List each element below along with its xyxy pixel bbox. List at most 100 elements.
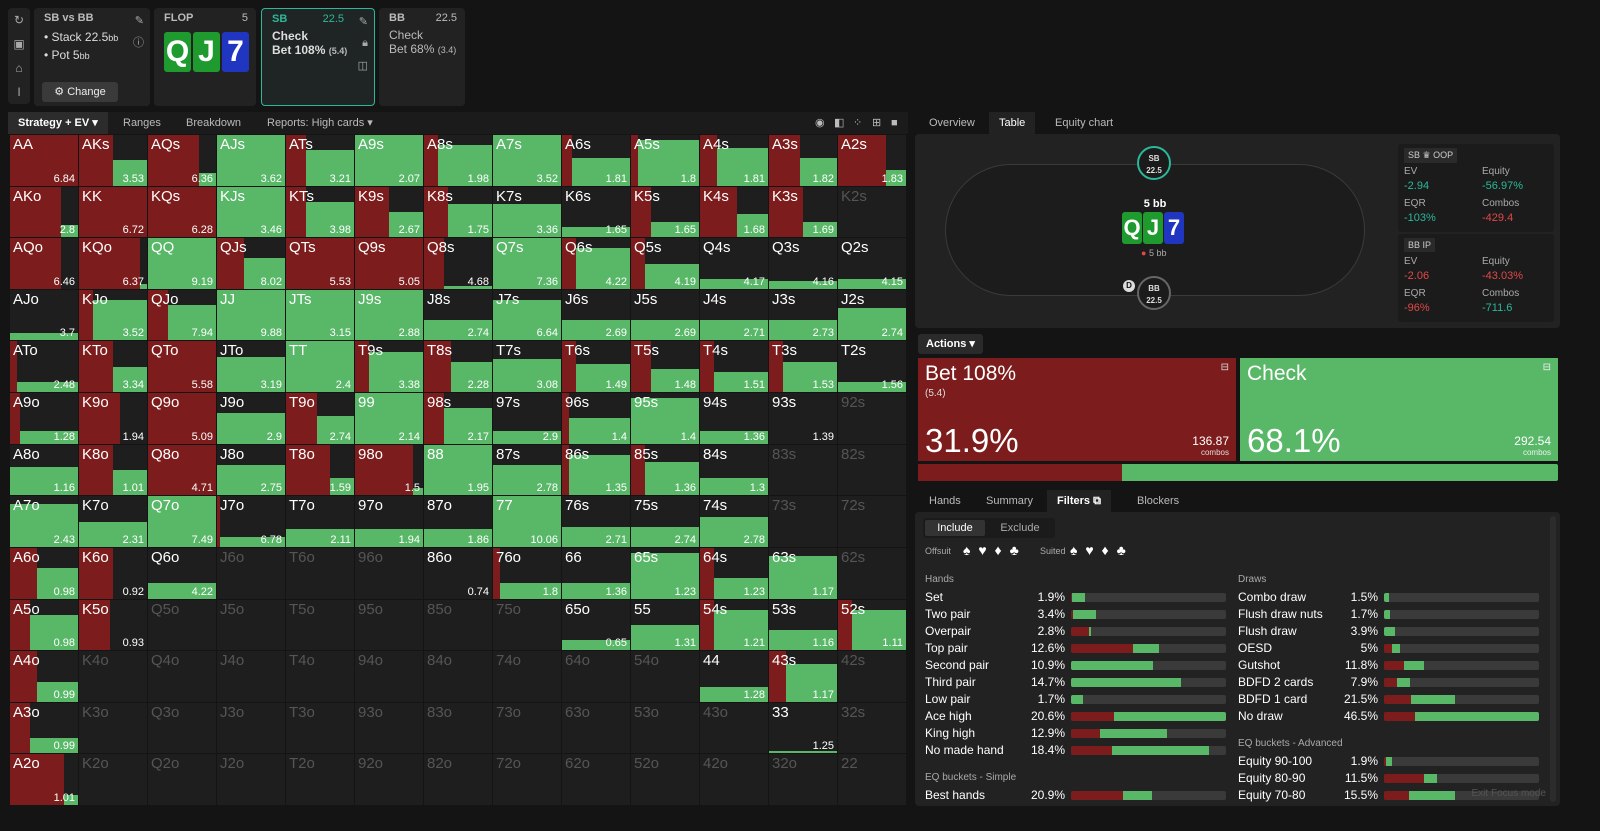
- hand-cell[interactable]: Q9o 5.09: [147, 392, 217, 445]
- filter-row[interactable]: Third pair 14.7%: [925, 675, 1226, 691]
- hand-cell[interactable]: 64s 1.23: [699, 546, 769, 600]
- hand-cell[interactable]: 63s 1.17: [768, 546, 838, 600]
- tab-reports[interactable]: Reports: High cards ▾: [267, 117, 373, 129]
- hand-cell[interactable]: 84o: [423, 650, 493, 703]
- save-icon[interactable]: ▣: [13, 37, 25, 51]
- filter-row[interactable]: Flush draw 3.9%: [1238, 624, 1539, 640]
- hand-cell[interactable]: JJ 9.88: [216, 288, 286, 342]
- hand-cell[interactable]: KK 6.72: [78, 185, 148, 239]
- hand-cell[interactable]: 96s 1.4: [561, 392, 631, 445]
- hand-cell[interactable]: 82s: [837, 443, 907, 497]
- hand-cell[interactable]: T8o 1.59: [285, 443, 355, 497]
- hand-cell[interactable]: AQs 6.36: [147, 134, 217, 187]
- hand-cell[interactable]: 43o: [699, 701, 769, 755]
- hand-cell[interactable]: 22: [837, 753, 907, 806]
- view-icon-3[interactable]: ⁘: [853, 117, 863, 129]
- hand-cell[interactable]: K9s 2.67: [354, 185, 424, 239]
- filter-row[interactable]: Low pair 1.7%: [925, 692, 1226, 708]
- hand-cell[interactable]: A7o 2.43: [9, 495, 79, 548]
- view-icon-4[interactable]: ⊞: [872, 117, 882, 129]
- hand-cell[interactable]: 92s: [837, 392, 907, 445]
- hand-cell[interactable]: 95o: [354, 598, 424, 652]
- hand-cell[interactable]: 74o: [492, 650, 562, 703]
- hand-cell[interactable]: 65s 1.23: [630, 546, 700, 600]
- hand-cell[interactable]: 75o: [492, 598, 562, 652]
- hand-cell[interactable]: A7s 3.52: [492, 134, 562, 187]
- hand-cell[interactable]: KJs 3.46: [216, 185, 286, 239]
- hand-cell[interactable]: 75s 2.74: [630, 495, 700, 548]
- hand-cell[interactable]: 97s 2.9: [492, 392, 562, 445]
- sb-node-card[interactable]: SB 22.5 Check Bet 108% (5.4) ✎ 🔒︎ ◫: [261, 8, 375, 106]
- filter-row[interactable]: Combo draw 1.5%: [1238, 590, 1539, 606]
- hand-cell[interactable]: 85o: [423, 598, 493, 652]
- hand-cell[interactable]: Q7o 7.49: [147, 495, 217, 548]
- hand-cell[interactable]: 83s: [768, 443, 838, 497]
- hand-cell[interactable]: T2s 1.56: [837, 340, 907, 394]
- hand-cell[interactable]: 96o: [354, 546, 424, 600]
- hand-cell[interactable]: 92o: [354, 753, 424, 806]
- gamepad-icon[interactable]: ⌂: [15, 61, 23, 75]
- hand-cell[interactable]: J6s 2.69: [561, 288, 631, 342]
- hand-cell[interactable]: 84s 1.3: [699, 443, 769, 497]
- hand-cell[interactable]: 98o 1.5: [354, 443, 424, 497]
- hand-cell[interactable]: Q7s 7.36: [492, 237, 562, 290]
- filter-row[interactable]: Best hands 20.9%: [925, 788, 1226, 804]
- hand-cell[interactable]: A5s 1.8: [630, 134, 700, 187]
- hand-cell[interactable]: 73s: [768, 495, 838, 548]
- hand-cell[interactable]: 73o: [492, 701, 562, 755]
- hand-cell[interactable]: 86s 1.35: [561, 443, 631, 497]
- hand-cell[interactable]: QJo 7.94: [147, 288, 217, 342]
- hand-cell[interactable]: 53o: [630, 701, 700, 755]
- hand-cell[interactable]: JTo 3.19: [216, 340, 286, 394]
- hand-cell[interactable]: J4o: [216, 650, 286, 703]
- hand-cell[interactable]: K4o: [78, 650, 148, 703]
- hand-cell[interactable]: 32o: [768, 753, 838, 806]
- hand-cell[interactable]: A5o 0.98: [9, 598, 79, 652]
- hand-cell[interactable]: A9o 1.28: [9, 392, 79, 445]
- hand-cell[interactable]: T3s 1.53: [768, 340, 838, 394]
- filter-row[interactable]: No made hand 18.4%: [925, 743, 1226, 759]
- hand-cell[interactable]: ATs 3.21: [285, 134, 355, 187]
- view-icon-5[interactable]: ■: [891, 117, 898, 129]
- hand-cell[interactable]: K7o 2.31: [78, 495, 148, 548]
- hand-cell[interactable]: A6s 1.81: [561, 134, 631, 187]
- hand-cell[interactable]: AKs 3.53: [78, 134, 148, 187]
- exit-focus-mode[interactable]: Exit Focus mode: [1471, 788, 1546, 799]
- hand-cell[interactable]: AJo 3.7: [9, 288, 79, 342]
- hand-cell[interactable]: K2o: [78, 753, 148, 806]
- filter-row[interactable]: King high 12.9%: [925, 726, 1226, 742]
- tab-filters[interactable]: Filters ⧉: [1047, 490, 1111, 512]
- bet-action-box[interactable]: Bet 108% (5.4) 31.9% 136.87 combos ⊟: [918, 358, 1236, 461]
- hand-cell[interactable]: 66 1.36: [561, 546, 631, 600]
- hand-cell[interactable]: KTs 3.98: [285, 185, 355, 239]
- hand-cell[interactable]: T8s 2.28: [423, 340, 493, 394]
- hand-cell[interactable]: AKo 2.8: [9, 185, 79, 239]
- hand-cell[interactable]: 62o: [561, 753, 631, 806]
- hand-cell[interactable]: 53s 1.16: [768, 598, 838, 652]
- hand-cell[interactable]: 93s 1.39: [768, 392, 838, 445]
- hand-cell[interactable]: J7o 6.78: [216, 495, 286, 548]
- hand-cell[interactable]: Q5s 4.19: [630, 237, 700, 290]
- hand-cell[interactable]: Q3s 4.16: [768, 237, 838, 290]
- hand-cell[interactable]: J3o: [216, 701, 286, 755]
- edit-icon[interactable]: ✎: [358, 16, 368, 28]
- hand-cell[interactable]: 72s: [837, 495, 907, 548]
- expand-icon[interactable]: ⊟: [1220, 362, 1229, 373]
- hand-cell[interactable]: 43s 1.17: [768, 650, 838, 703]
- hand-cell[interactable]: Q3o: [147, 701, 217, 755]
- change-button[interactable]: ⚙ Change: [42, 82, 118, 102]
- hand-cell[interactable]: 76s 2.71: [561, 495, 631, 548]
- hand-cell[interactable]: A8o 1.16: [9, 443, 79, 497]
- hand-cell[interactable]: 63o: [561, 701, 631, 755]
- hand-cell[interactable]: T5s 1.48: [630, 340, 700, 394]
- tab-hands[interactable]: Hands: [929, 495, 961, 507]
- tab-strategy-ev[interactable]: Strategy + EV ▾: [8, 112, 108, 134]
- hand-cell[interactable]: Q8s 4.68: [423, 237, 493, 290]
- hand-cell[interactable]: A8s 1.98: [423, 134, 493, 187]
- hand-cell[interactable]: 85s 1.36: [630, 443, 700, 497]
- hand-cell[interactable]: 76o 1.8: [492, 546, 562, 600]
- hand-cell[interactable]: JTs 3.15: [285, 288, 355, 342]
- hand-cell[interactable]: 74s 2.78: [699, 495, 769, 548]
- tab-blockers[interactable]: Blockers: [1137, 495, 1180, 507]
- hand-cell[interactable]: J8s 2.74: [423, 288, 493, 342]
